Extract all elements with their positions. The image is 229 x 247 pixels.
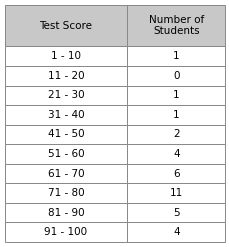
- Bar: [127, 66, 224, 85]
- Text: 81 - 90: 81 - 90: [47, 208, 84, 218]
- Bar: [5, 125, 127, 144]
- Text: 4: 4: [172, 227, 179, 237]
- Text: 1: 1: [172, 51, 179, 61]
- Bar: [5, 85, 127, 105]
- Text: 6: 6: [172, 169, 179, 179]
- Text: 4: 4: [172, 149, 179, 159]
- Text: 1: 1: [172, 90, 179, 100]
- Bar: [127, 85, 224, 105]
- Text: 41 - 50: 41 - 50: [47, 129, 84, 140]
- Bar: [5, 5, 127, 46]
- Text: 1: 1: [172, 110, 179, 120]
- Bar: [5, 223, 127, 242]
- Bar: [127, 105, 224, 125]
- Text: Number of
Students: Number of Students: [148, 15, 203, 37]
- Bar: [127, 46, 224, 66]
- Bar: [5, 105, 127, 125]
- Text: 31 - 40: 31 - 40: [47, 110, 84, 120]
- Text: 2: 2: [172, 129, 179, 140]
- Text: 21 - 30: 21 - 30: [47, 90, 84, 100]
- Bar: [5, 164, 127, 183]
- Bar: [5, 203, 127, 223]
- Bar: [127, 183, 224, 203]
- Bar: [127, 125, 224, 144]
- Text: 5: 5: [172, 208, 179, 218]
- Bar: [127, 144, 224, 164]
- Bar: [127, 164, 224, 183]
- Bar: [5, 183, 127, 203]
- Bar: [5, 46, 127, 66]
- Text: 11: 11: [169, 188, 182, 198]
- Bar: [127, 223, 224, 242]
- Text: 61 - 70: 61 - 70: [47, 169, 84, 179]
- Bar: [127, 5, 224, 46]
- Bar: [5, 144, 127, 164]
- Text: 71 - 80: 71 - 80: [47, 188, 84, 198]
- Text: 11 - 20: 11 - 20: [47, 71, 84, 81]
- Text: 51 - 60: 51 - 60: [47, 149, 84, 159]
- Text: 0: 0: [172, 71, 179, 81]
- Text: Test Score: Test Score: [39, 21, 92, 31]
- Text: 91 - 100: 91 - 100: [44, 227, 87, 237]
- Bar: [5, 66, 127, 85]
- Bar: [127, 203, 224, 223]
- Text: 1 - 10: 1 - 10: [51, 51, 81, 61]
